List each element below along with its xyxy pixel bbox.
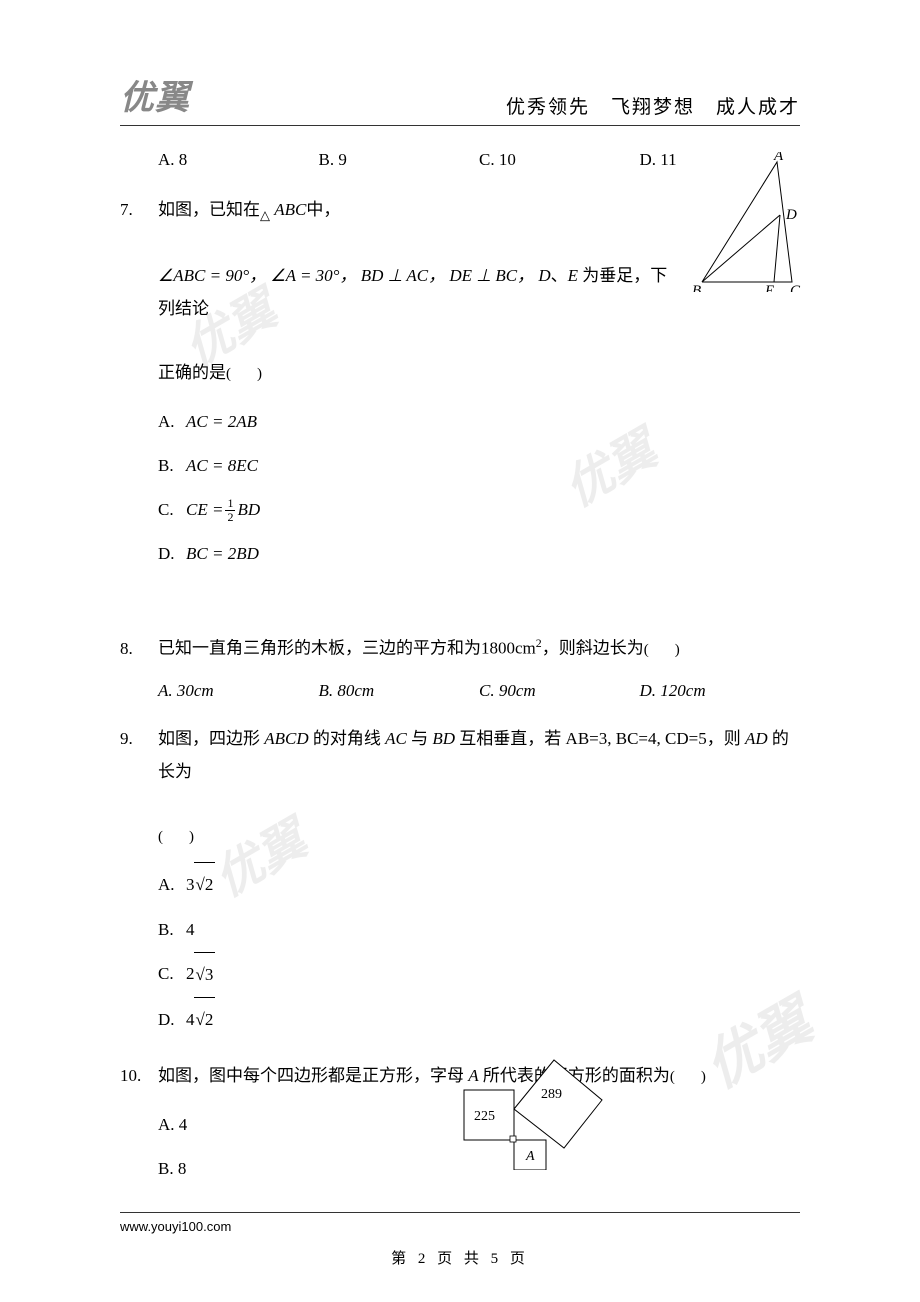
- q7-fig-D: D: [785, 207, 797, 223]
- q7-de-perp: DE ⊥ BC，: [449, 266, 534, 285]
- q9-opt-c-label: C.: [158, 952, 186, 996]
- q7-triangle-sym: △: [260, 207, 270, 222]
- q8-paren: (): [644, 642, 680, 658]
- q7-opt-a: A. AC = 2AB: [158, 400, 800, 444]
- question-8: 8. 已知一直角三角形的木板，三边的平方和为1800cm2，则斜边长为() A.…: [120, 632, 800, 701]
- q9-opt-b: B. 4: [158, 908, 800, 952]
- q7-opt-b: B. AC = 8EC: [158, 444, 800, 488]
- q9-opt-d-rad: 2: [205, 1010, 214, 1029]
- q9-ac: AC: [385, 729, 407, 748]
- q7-opt-b-math: AC = 8EC: [186, 444, 258, 488]
- q7-frac-d: 2: [225, 511, 235, 524]
- q8-number: 8.: [120, 639, 158, 659]
- q7-E: E: [568, 266, 578, 285]
- q10-t1: 如图，图中每个四边形都是正方形，字母: [158, 1066, 468, 1085]
- q7-fig-C: C: [790, 283, 801, 292]
- q7-opt-d: D. BC = 2BD: [158, 532, 800, 576]
- q8-opt-d: D. 120cm: [640, 681, 801, 701]
- q8-pre: 已知一直角三角形的木板，三边的平方和为: [158, 639, 481, 658]
- q9-opt-d: D. 4√2: [158, 997, 800, 1042]
- q10-fig-289: 289: [541, 1087, 562, 1102]
- q7-abc: ABC: [270, 200, 306, 219]
- q7-fig-B: B: [692, 283, 701, 292]
- q10-fig-225: 225: [474, 1109, 495, 1124]
- q8-opt-a: A. 30cm: [158, 681, 319, 701]
- footer-page-number: 第 2 页 共 5 页: [0, 1247, 920, 1268]
- q7-fig-E: E: [764, 283, 774, 292]
- q10-fig-A: A: [525, 1149, 535, 1164]
- q7-number: 7.: [120, 200, 158, 220]
- q6-opt-b: B. 9: [319, 150, 480, 170]
- q9-body: 如图，四边形 ABCD 的对角线 AC 与 BD 互相垂直，若 AB=3, BC…: [158, 723, 800, 852]
- q7-sep: 、: [551, 266, 568, 285]
- q8-opt-c: C. 90cm: [479, 681, 640, 701]
- q7-a-angle: ∠A = 30°，: [270, 266, 356, 285]
- q10-paren: (): [670, 1069, 706, 1085]
- q9-opt-a-rad: 2: [205, 875, 214, 894]
- q9-opt-b-val: 4: [186, 908, 195, 952]
- q8-val: 1800cm: [481, 639, 536, 658]
- q9-t2: 的对角线: [309, 729, 386, 748]
- q10-number: 10.: [120, 1066, 158, 1086]
- q7-text-1b: 中，: [306, 200, 340, 219]
- q7-opt-c-post: BD: [237, 488, 260, 532]
- q7-opt-b-label: B.: [158, 444, 186, 488]
- q8-opt-b: B. 80cm: [319, 681, 480, 701]
- q9-opt-b-label: B.: [158, 908, 186, 952]
- q7-opt-d-math: BC = 2BD: [186, 532, 259, 576]
- q9-opt-c-rad: 3: [205, 965, 214, 984]
- q7-opt-c-pre: CE =: [186, 488, 223, 532]
- q7-line3: 正确的是: [158, 363, 226, 382]
- footer-url: www.youyi100.com: [120, 1212, 800, 1234]
- q9-paren: (): [158, 829, 194, 845]
- q7-paren: (): [226, 366, 262, 382]
- logo-text: 优翼: [120, 70, 190, 119]
- q7-text-1: 如图，已知在: [158, 200, 260, 219]
- header-motto: 优秀领先 飞翔梦想 成人成才: [506, 92, 800, 119]
- q7-opt-c: C. CE = 12 BD: [158, 488, 800, 532]
- q9-opt-d-label: D.: [158, 998, 186, 1042]
- q7-abc-angle: ∠ABC = 90°，: [158, 266, 266, 285]
- q8-body: 已知一直角三角形的木板，三边的平方和为1800cm2，则斜边长为(): [158, 632, 800, 665]
- q7-bd-perp: BD ⊥ AC，: [361, 266, 445, 285]
- q7-opt-d-label: D.: [158, 532, 186, 576]
- q9-ad: AD: [745, 729, 768, 748]
- q9-bd: BD: [432, 729, 455, 748]
- q9-t4: 互相垂直，若 AB=3, BC=4, CD=5，则: [455, 729, 745, 748]
- q7-opt-a-math: AC = 2AB: [186, 400, 257, 444]
- q7-opt-a-label: A.: [158, 400, 186, 444]
- q7-D: D: [538, 266, 550, 285]
- q10-figure: 225 289 A: [456, 1050, 626, 1170]
- q6-opt-c: C. 10: [479, 150, 640, 170]
- q8-post: ，则斜边长为: [542, 639, 644, 658]
- question-9: 9. 如图，四边形 ABCD 的对角线 AC 与 BD 互相垂直，若 AB=3,…: [120, 723, 800, 1042]
- q6-opt-a: A. 8: [158, 150, 319, 170]
- q7-fig-A: A: [773, 152, 784, 164]
- q9-opt-c: C. 2√3: [158, 952, 800, 997]
- q9-opt-a: A. 3√2: [158, 862, 800, 907]
- page-header: 优翼 优秀领先 飞翔梦想 成人成才: [120, 70, 800, 126]
- q7-figure: A B C D E: [692, 152, 802, 292]
- q7-frac-n: 1: [225, 497, 235, 511]
- q9-number: 9.: [120, 729, 158, 749]
- q9-opt-a-label: A.: [158, 863, 186, 907]
- q7-opt-c-label: C.: [158, 488, 186, 532]
- q9-abcd: ABCD: [264, 729, 308, 748]
- q9-t1: 如图，四边形: [158, 729, 264, 748]
- q9-t3: 与: [407, 729, 433, 748]
